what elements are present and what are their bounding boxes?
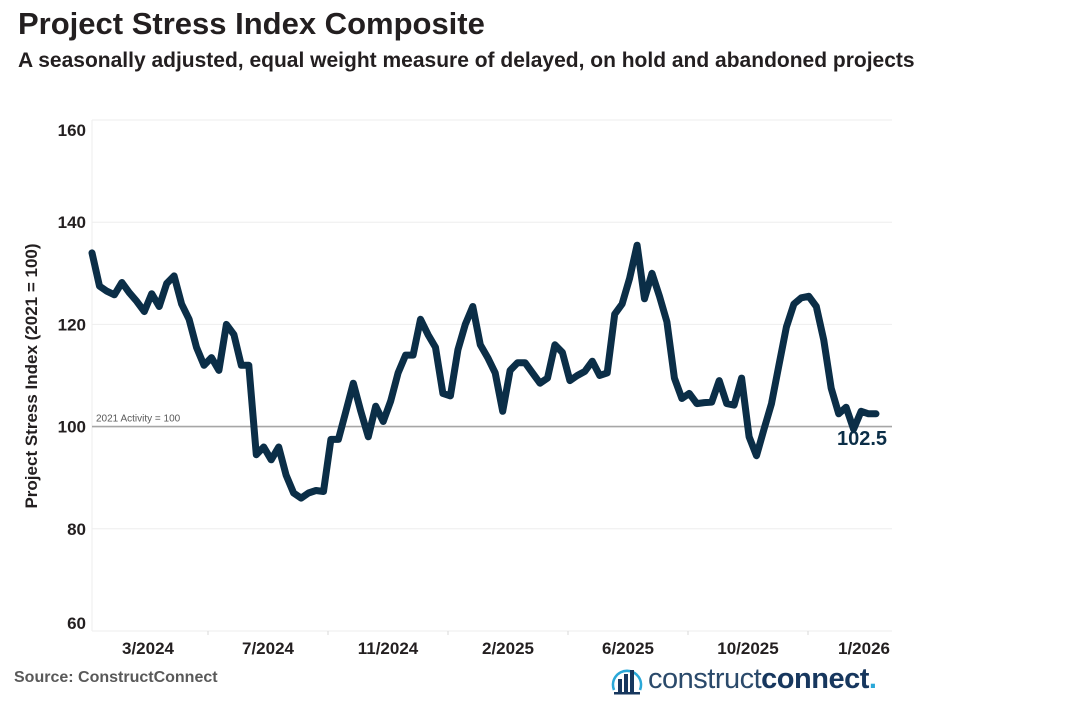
y-tick-label: 100 — [58, 418, 86, 437]
source-note: Source: ConstructConnect — [14, 669, 218, 686]
logo-wordmark: constructconnect. — [648, 662, 877, 696]
logo-dot: . — [868, 662, 877, 695]
x-tick-label: 10/2025 — [717, 639, 778, 658]
logo-word-connect: connect — [761, 662, 869, 695]
x-tick-label: 6/2025 — [602, 639, 654, 658]
x-tick-label: 1/2026 — [838, 639, 890, 658]
series-line-project-stress-index — [88, 241, 880, 502]
x-tick-label: 11/2024 — [358, 639, 419, 658]
x-tick-label: 2/2025 — [482, 639, 534, 658]
bar-chart-logo-icon — [611, 669, 643, 695]
chart-subtitle: A seasonally adjusted, equal weight meas… — [18, 49, 915, 72]
y-tick-label: 120 — [58, 315, 86, 334]
constructconnect-logo: constructconnect. — [610, 661, 877, 697]
last-value-label: 102.5 — [837, 428, 887, 450]
y-tick-label: 140 — [58, 213, 86, 232]
y-tick-label: 60 — [67, 614, 86, 633]
logo-word-construct: construct — [648, 662, 762, 695]
reference-line-label: 2021 Activity = 100 — [96, 414, 181, 425]
y-tick-label: 80 — [67, 520, 86, 539]
y-tick-label: 160 — [58, 121, 86, 140]
x-tick-label: 3/2024 — [122, 639, 175, 658]
chart-title: Project Stress Index Composite — [18, 6, 485, 41]
x-tick-label: 7/2024 — [242, 639, 295, 658]
line-chart: 60 80 100 120 140 160 3/2024 7/2024 11/2024 2/202… — [58, 119, 892, 658]
